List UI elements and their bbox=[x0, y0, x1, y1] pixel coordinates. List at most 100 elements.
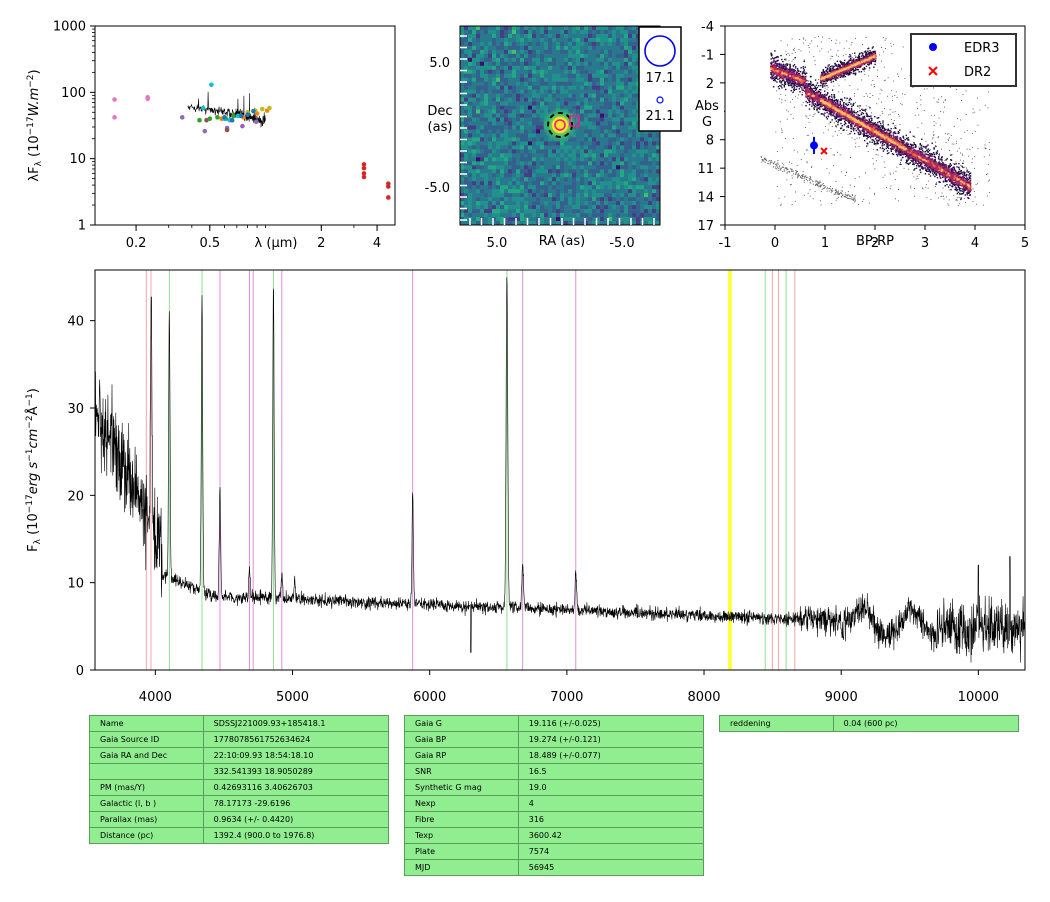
image-pixel bbox=[464, 69, 469, 75]
image-pixel bbox=[512, 193, 517, 198]
image-pixel bbox=[460, 185, 465, 190]
image-pixel bbox=[500, 165, 505, 170]
hr-speckle bbox=[944, 99, 946, 101]
hr-wd-point bbox=[807, 180, 809, 182]
image-pixel bbox=[636, 177, 641, 182]
image-pixel bbox=[600, 73, 605, 79]
image-pixel bbox=[604, 177, 609, 182]
hr-speckle bbox=[844, 120, 846, 121]
image-pixel bbox=[580, 81, 585, 86]
hr-ms-point bbox=[822, 95, 824, 97]
hr-ms-point bbox=[895, 153, 898, 156]
image-pixel bbox=[608, 177, 613, 182]
hr-speckle bbox=[912, 87, 914, 88]
hr-wd-point bbox=[791, 171, 793, 173]
image-pixel bbox=[624, 169, 629, 174]
image-pixel bbox=[636, 69, 641, 75]
image-pixel bbox=[596, 141, 601, 146]
image-pixel bbox=[544, 185, 549, 190]
hr-ms-point bbox=[844, 97, 846, 99]
image-pixel bbox=[516, 26, 521, 31]
image-pixel bbox=[476, 26, 481, 31]
hr-ms-point bbox=[912, 163, 914, 165]
image-pixel bbox=[528, 26, 533, 31]
image-pixel bbox=[628, 217, 633, 222]
image-pixel bbox=[476, 121, 481, 126]
hr-speckle bbox=[813, 56, 815, 58]
image-pixel bbox=[604, 141, 609, 146]
image-pixel bbox=[620, 89, 625, 94]
hr-wd-point bbox=[765, 158, 767, 160]
image-pixel bbox=[604, 137, 609, 142]
image-pixel bbox=[496, 157, 501, 162]
image-pixel bbox=[588, 45, 593, 51]
image-pixel bbox=[532, 69, 537, 75]
image-pixel bbox=[552, 201, 557, 206]
image-pixel bbox=[524, 53, 529, 59]
image-pixel bbox=[472, 129, 477, 134]
hr-speckle bbox=[878, 98, 880, 100]
hr-wd-point bbox=[842, 190, 843, 192]
hr-ms-point bbox=[907, 143, 910, 145]
image-pixel bbox=[600, 189, 605, 194]
image-pixel bbox=[624, 105, 629, 110]
hr-ms-point bbox=[864, 117, 866, 119]
hr-speckle bbox=[883, 51, 884, 53]
image-pixel bbox=[492, 145, 497, 150]
hr-ms-point bbox=[927, 170, 929, 172]
image-pixel bbox=[628, 117, 633, 122]
image-pixel bbox=[564, 193, 569, 198]
sed-xlabel: λ (μm) bbox=[255, 236, 298, 251]
image-pixel bbox=[536, 105, 541, 110]
image-pixel bbox=[492, 129, 497, 134]
image-pixel bbox=[572, 53, 577, 59]
image-pixel bbox=[460, 109, 465, 114]
image-pixel bbox=[556, 217, 561, 222]
image-pixel bbox=[484, 201, 489, 206]
hr-speckle bbox=[922, 187, 924, 189]
hr-ms-point bbox=[781, 79, 784, 82]
image-pixel bbox=[612, 217, 617, 222]
hr-ms-point bbox=[793, 84, 796, 86]
hr-speckle bbox=[843, 47, 845, 49]
image-pixel bbox=[588, 117, 593, 122]
image-pixel bbox=[640, 149, 645, 154]
image-pixel bbox=[564, 41, 569, 47]
image-pixel bbox=[476, 221, 481, 225]
image-pixel bbox=[620, 153, 625, 158]
hr-ms-point bbox=[919, 148, 921, 151]
image-pixel bbox=[564, 209, 569, 214]
image-pixel bbox=[596, 105, 601, 110]
image-pixel bbox=[576, 65, 581, 71]
image-pixel bbox=[568, 217, 573, 222]
image-pixel bbox=[484, 165, 489, 170]
image-pixel bbox=[492, 169, 497, 174]
image-pixel bbox=[468, 93, 473, 98]
hr-speckle bbox=[901, 103, 903, 105]
image-pixel bbox=[484, 89, 489, 94]
image-pixel bbox=[628, 101, 633, 106]
hr-ms-point bbox=[808, 108, 811, 110]
image-pixel bbox=[556, 29, 561, 35]
image-pixel bbox=[596, 101, 601, 106]
image-pixel bbox=[560, 41, 565, 47]
image-pixel bbox=[564, 189, 569, 194]
hr-ms-point bbox=[840, 127, 843, 129]
image-pixel bbox=[552, 85, 557, 90]
hr-wd-point bbox=[837, 190, 839, 192]
hr-speckle bbox=[889, 188, 891, 190]
image-pixel bbox=[588, 145, 593, 150]
image-pixel bbox=[532, 189, 537, 194]
hr-speckle bbox=[806, 161, 808, 163]
image-pixel bbox=[528, 73, 533, 79]
hr-ms-point bbox=[851, 105, 853, 108]
image-pixel bbox=[572, 69, 577, 75]
image-pixel bbox=[504, 85, 509, 90]
image-pixel bbox=[592, 41, 597, 47]
hr-ms-point bbox=[941, 158, 943, 160]
sed-point bbox=[209, 82, 214, 88]
hr-speckle bbox=[895, 170, 897, 172]
image-pixel bbox=[536, 65, 541, 71]
hr-wd-point bbox=[854, 201, 856, 203]
